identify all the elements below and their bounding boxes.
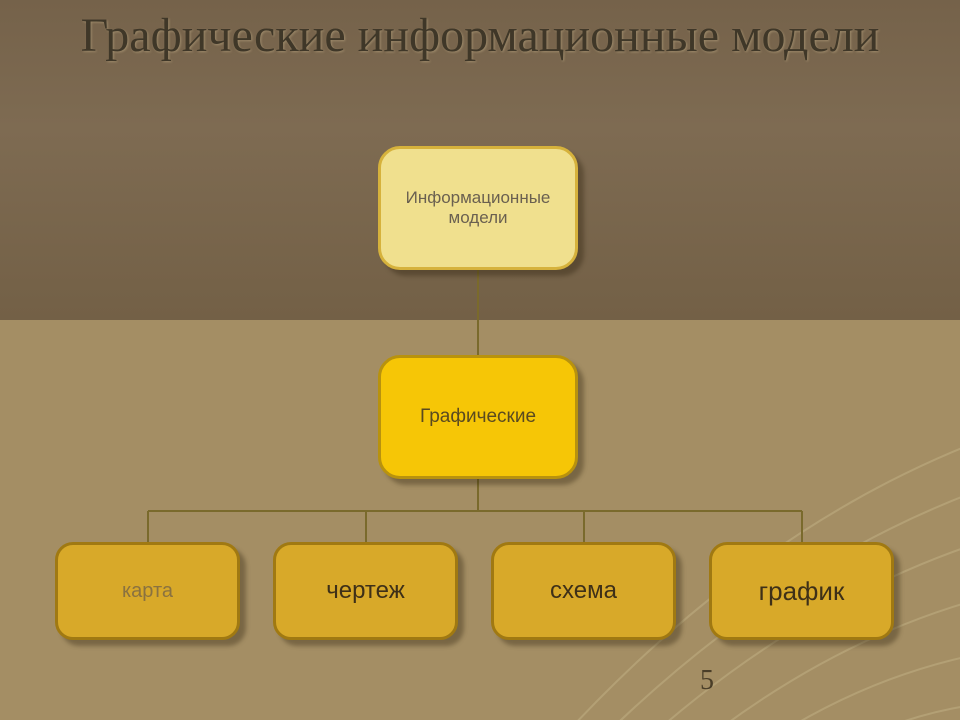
- node-leaf-0: карта: [55, 542, 240, 640]
- connector: [801, 511, 803, 543]
- connector: [583, 511, 585, 543]
- page-number: 5: [700, 665, 714, 697]
- node-leaf-3: график: [709, 542, 894, 640]
- connector: [365, 511, 367, 543]
- node-leaf-1: чертеж: [273, 542, 458, 640]
- connector: [148, 510, 802, 512]
- slide: Графические информационные модели Информ…: [0, 0, 960, 720]
- node-level2: Графические: [378, 355, 578, 479]
- node-leaf-2: схема: [491, 542, 676, 640]
- connector: [147, 511, 149, 543]
- slide-title: Графические информационные модели: [0, 10, 960, 63]
- connector: [477, 270, 479, 355]
- node-level1: Информационные модели: [378, 146, 578, 270]
